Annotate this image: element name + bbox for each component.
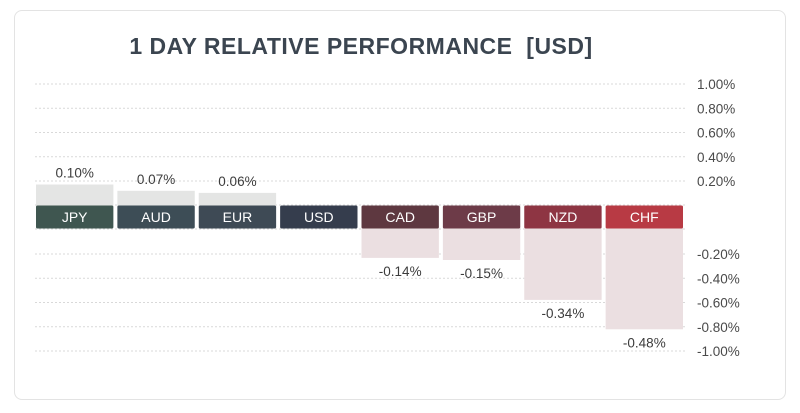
category-label: AUD (141, 209, 171, 225)
value-label: 0.06% (218, 174, 256, 189)
bar-aud (117, 190, 195, 208)
category-boxes: JPY AUD EUR USD CAD GBP NZD CHF (36, 205, 683, 229)
bar-cad (361, 226, 439, 258)
chart-title: 1 DAY RELATIVE PERFORMANCE [USD] (129, 33, 593, 59)
y-tick-label: 0.80% (697, 101, 735, 116)
value-label: -0.15% (460, 266, 503, 281)
category-box-gbp (442, 205, 521, 229)
y-tick-label: 1.00% (697, 77, 735, 92)
category-box-nzd (524, 205, 602, 229)
value-label: -0.48% (623, 335, 666, 350)
y-tick-label: -0.40% (697, 271, 740, 286)
bar-jpy (36, 184, 114, 208)
bar-nzd (524, 226, 602, 300)
y-tick-label: -0.60% (697, 296, 740, 311)
value-labels: 0.10% 0.07% 0.06% -0.14% -0.15% -0.34% -0.48% (56, 166, 666, 351)
y-tick-label: -1.00% (697, 344, 740, 359)
category-box-chf (605, 205, 683, 229)
bar-eur (198, 192, 277, 208)
category-box-jpy (36, 205, 114, 229)
bars (36, 184, 683, 330)
bar-chf (605, 226, 683, 330)
category-label: CHF (630, 209, 659, 225)
category-box-eur (198, 205, 277, 229)
y-axis-ticks: 1.00% 0.80% 0.60% 0.40% 0.20% -0.20% -0.40% -0.… (697, 77, 740, 359)
value-label: -0.34% (542, 306, 585, 321)
category-box-cad (361, 205, 439, 229)
bar-gbp (442, 226, 521, 260)
value-label: 0.07% (137, 172, 175, 187)
y-tick-label: 0.40% (697, 150, 735, 165)
category-label: USD (304, 209, 334, 225)
value-label: 0.10% (56, 166, 94, 181)
category-label: EUR (223, 209, 253, 225)
category-label: GBP (467, 209, 497, 225)
category-label: NZD (549, 209, 578, 225)
category-box-aud (117, 205, 195, 229)
category-label: JPY (62, 209, 88, 225)
y-tick-label: 0.20% (697, 174, 735, 189)
y-tick-label: -0.80% (697, 320, 740, 335)
y-tick-label: 0.60% (697, 126, 735, 141)
category-label: CAD (385, 209, 415, 225)
y-tick-label: -0.20% (697, 247, 740, 262)
category-box-usd (280, 205, 358, 229)
value-label: -0.14% (379, 264, 422, 279)
